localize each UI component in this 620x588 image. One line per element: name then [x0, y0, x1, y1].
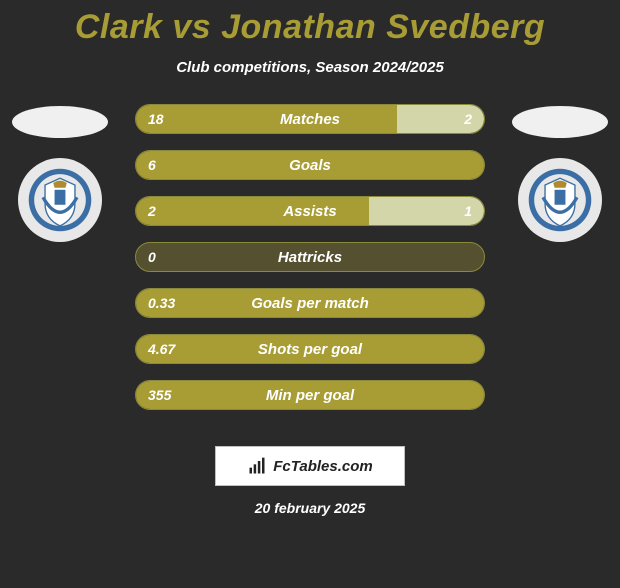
stat-label: Assists: [136, 197, 484, 225]
comparison-body: 182Matches 6Goals 21Assists 0Hattricks 0.33G…: [0, 104, 620, 424]
stat-label: Goals per match: [136, 289, 484, 317]
stat-row: 355Min per goal: [135, 380, 485, 410]
player2-club-crest: [518, 158, 602, 242]
player1-name-ellipse: [12, 106, 108, 138]
chart-icon: [247, 456, 267, 476]
site-badge[interactable]: FcTables.com: [215, 446, 405, 486]
title-player2: Jonathan Svedberg: [221, 8, 545, 46]
footer-date: 20 february 2025: [0, 500, 620, 516]
player2-side: [510, 104, 610, 242]
club-crest-icon: [26, 166, 94, 234]
stat-row: 6Goals: [135, 150, 485, 180]
stat-row: 0.33Goals per match: [135, 288, 485, 318]
player1-side: [10, 104, 110, 242]
club-crest-icon: [526, 166, 594, 234]
title-vs: vs: [162, 8, 221, 46]
comparison-subtitle: Club competitions, Season 2024/2025: [0, 59, 620, 76]
stat-label: Shots per goal: [136, 335, 484, 363]
stat-row: 4.67Shots per goal: [135, 334, 485, 364]
stat-label: Hattricks: [136, 243, 484, 271]
player1-club-crest: [18, 158, 102, 242]
site-name: FcTables.com: [273, 458, 372, 475]
stat-label: Matches: [136, 105, 484, 133]
stat-label: Goals: [136, 151, 484, 179]
stat-row: 0Hattricks: [135, 242, 485, 272]
player2-name-ellipse: [512, 106, 608, 138]
stat-bars: 182Matches 6Goals 21Assists 0Hattricks 0.33G…: [135, 104, 485, 426]
comparison-title: Clark vs Jonathan Svedberg: [0, 8, 620, 47]
stat-row: 21Assists: [135, 196, 485, 226]
title-player1: Clark: [75, 8, 163, 46]
stat-row: 182Matches: [135, 104, 485, 134]
stat-label: Min per goal: [136, 381, 484, 409]
